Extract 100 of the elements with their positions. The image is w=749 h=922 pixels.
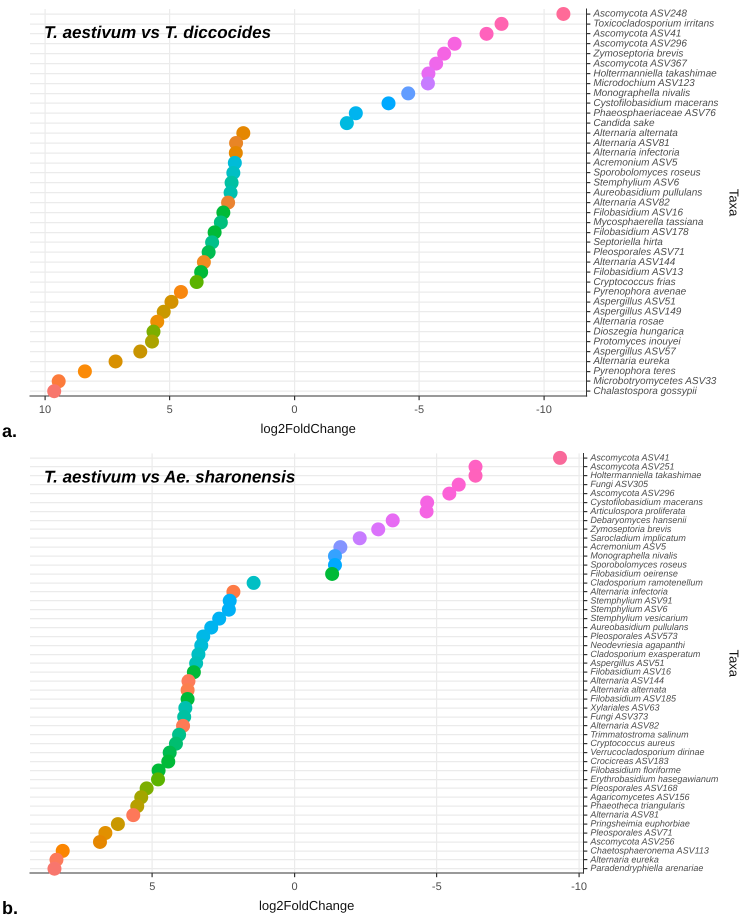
y-tick-label: Alternaria rosae	[592, 316, 664, 328]
point	[133, 344, 148, 359]
y-tick-label: Filobasidium ASV178	[593, 227, 690, 238]
y-tick-label: Stemphylium ASV6	[590, 604, 668, 614]
y-tick-label: Alternaria ASV144	[592, 256, 676, 268]
y-tick-label: Monographella nivalis	[593, 88, 690, 100]
y-tick-label: Alternaria infectoria	[589, 586, 668, 596]
y-tick-label: Trimmatostroma salinum	[590, 729, 690, 740]
y-tick-label: Ascomycota ASV251	[589, 461, 675, 472]
y-tick-label: Alternaria ASV82	[589, 720, 660, 730]
y-tick-label: Microdochium ASV123	[593, 78, 696, 90]
x-axis-title: log2FoldChange	[258, 898, 354, 913]
y-tick-label: Chalastospora gossypii	[593, 386, 698, 398]
y-tick-label: Stemphylium ASV91	[590, 595, 673, 606]
y-tick-label: Pyrenophora avenae	[593, 286, 687, 298]
y-tick-label: Pringsheimia euphorbiae	[590, 818, 690, 829]
y-tick-label: Aspergillus ASV51	[589, 658, 665, 668]
y-tick-label: Ascomycota ASV367	[592, 58, 688, 70]
point	[420, 76, 435, 90]
point	[348, 106, 363, 120]
y-tick-label: Xylariales ASV63	[589, 702, 660, 712]
y-tick-label: Alternaria ASV144	[589, 676, 664, 686]
point	[236, 126, 250, 140]
y-tick-label: Mycosphaerella tassiana	[593, 217, 704, 228]
point	[110, 817, 125, 832]
x-tick-label: 0	[292, 880, 298, 893]
text: T. aestivum vs T. diccocides	[44, 23, 272, 42]
y-tick-label: Pleosporales ASV71	[593, 247, 685, 258]
x-tick-label: 0	[291, 404, 298, 416]
y-tick-label: Cryptococcus frias	[593, 276, 676, 288]
y-tick-label: Cystofilobasidium macerans	[590, 497, 704, 508]
point	[174, 284, 188, 299]
y-tick-label: Acremonium ASV5	[592, 158, 678, 169]
y-tick-label: Filobasidium oeirense	[590, 568, 678, 578]
y-tick-label: Phaeosphaeriaceae ASV76	[593, 108, 716, 120]
text: a.	[2, 420, 18, 441]
y-tick-label: Filobasidium ASV16	[593, 207, 684, 218]
point	[556, 6, 570, 21]
point	[92, 834, 107, 849]
y-tick-label: Ascomycota ASV41	[592, 28, 682, 40]
y-tick-label: Cystofilobasidium macerans	[593, 98, 718, 110]
y-axis-title: Taxa	[726, 188, 742, 218]
y-tick-label: Stemphylium vesicarium	[590, 613, 688, 624]
x-tick-label: 10	[38, 404, 52, 416]
y-tick-label: Paradendryphiella arenariae	[590, 863, 704, 874]
y-tick-label: Ascomycota ASV248	[592, 8, 688, 20]
point	[340, 116, 354, 130]
y-tick-label: Stemphylium ASV6	[593, 178, 680, 189]
point	[452, 478, 466, 492]
y-tick-label: Zymoseptoria brevis	[589, 524, 672, 534]
y-tick-label: Sporobolomyces roseus	[590, 560, 688, 570]
y-tick-label: Acremonium ASV5	[589, 542, 668, 552]
point	[151, 772, 166, 786]
x-tick-label: 5	[166, 404, 173, 416]
y-tick-label: Ascomycota ASV296	[589, 488, 675, 498]
y-tick-label: Neodevriesia agapanthi	[590, 640, 686, 650]
y-tick-label: Monographella nivalis	[590, 550, 678, 561]
y-tick-label: Filobasidium ASV13	[593, 266, 684, 278]
y-tick-label: Chaetosphaeronema ASV113	[590, 845, 709, 856]
y-tick-label: Fungi ASV373	[590, 711, 648, 722]
y-tick-label: Holtermanniella takashimae	[593, 68, 718, 80]
point	[352, 531, 367, 546]
y-tick-label: Alternaria eureka	[592, 356, 670, 368]
y-tick-label: Ascomycota ASV41	[589, 452, 670, 462]
y-tick-label: Pyrenophora teres	[593, 366, 676, 378]
y-tick-label: Aspergillus ASV149	[592, 306, 682, 318]
point	[47, 862, 62, 876]
y-tick-label: Filobasidium ASV16	[590, 666, 672, 677]
point	[126, 808, 140, 822]
y-tick-label: Aspergillus ASV51	[592, 296, 676, 308]
y-tick-label: Toxicocladosporium irritans	[593, 18, 714, 30]
y-tick-label: Sporobolomyces roseus	[593, 168, 701, 179]
y-tick-label: Articulospora proliferata	[589, 506, 686, 516]
y-tick-label: Septoriella hirta	[593, 237, 664, 248]
point	[204, 620, 218, 635]
y-tick-label: Verrucocladosporium dirinae	[590, 747, 705, 758]
y-tick-label: Aureobasidium pullulans	[592, 187, 702, 198]
point	[47, 384, 62, 398]
y-tick-label: Cladosporium ramotenellum	[590, 577, 704, 588]
x-tick-label: 5	[149, 880, 156, 893]
point	[190, 275, 204, 290]
y-tick-label: Phaeotheca triangularis	[590, 800, 686, 811]
point	[214, 215, 228, 230]
y-tick-label: Sarocladium implicatum	[590, 532, 686, 543]
point	[222, 602, 236, 617]
y-tick-label: Cryptococcus aureus	[590, 738, 676, 748]
y-tick-label: Debaryomyces hansenii	[590, 514, 688, 525]
x-axis-title: log2FoldChange	[260, 420, 356, 436]
point	[401, 86, 416, 100]
point	[442, 486, 456, 501]
y-axis-title: Taxa	[726, 650, 742, 678]
y-tick-label: Alternaria alternata	[589, 684, 666, 695]
y-tick-label: Erythrobasidium hasegawianum	[590, 774, 719, 784]
point	[145, 334, 159, 349]
y-tick-label: Alternaria infectoria	[592, 148, 680, 159]
y-tick-label: Filobasidium ASV185	[590, 694, 678, 704]
x-tick-label: -5	[414, 404, 424, 416]
point	[246, 576, 261, 590]
y-tick-label: Filobasidium floriforme	[590, 764, 681, 775]
y-tick-label: Pleosporales ASV573	[590, 631, 678, 642]
